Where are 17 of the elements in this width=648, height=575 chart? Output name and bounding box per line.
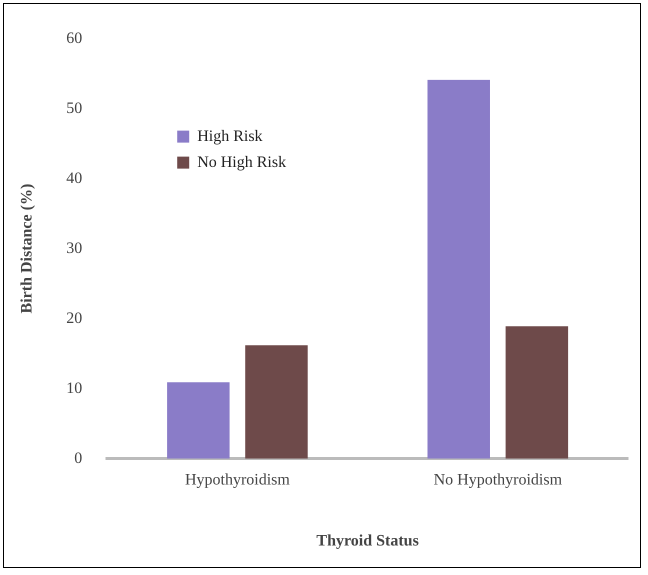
y-tick-label: 50 [66, 100, 82, 117]
y-tick-label: 0 [74, 450, 82, 467]
x-tick-label: No Hypothyroidism [434, 471, 563, 488]
y-tick-label: 40 [66, 170, 82, 187]
x-tick-label: Hypothyroidism [184, 471, 290, 488]
bar [427, 80, 490, 459]
legend-label: No High Risk [197, 154, 286, 171]
y-tick-label: 60 [66, 30, 82, 47]
bar [167, 382, 230, 459]
y-axis-title: Birth Distance (%) [18, 184, 36, 314]
y-tick-label: 10 [66, 380, 82, 397]
y-tick-label: 30 [66, 240, 82, 257]
bar [506, 326, 568, 459]
legend-label: High Risk [197, 128, 263, 145]
y-tick-label: 20 [66, 310, 82, 327]
bar [245, 345, 308, 459]
x-axis-title: Thyroid Status [316, 532, 419, 550]
